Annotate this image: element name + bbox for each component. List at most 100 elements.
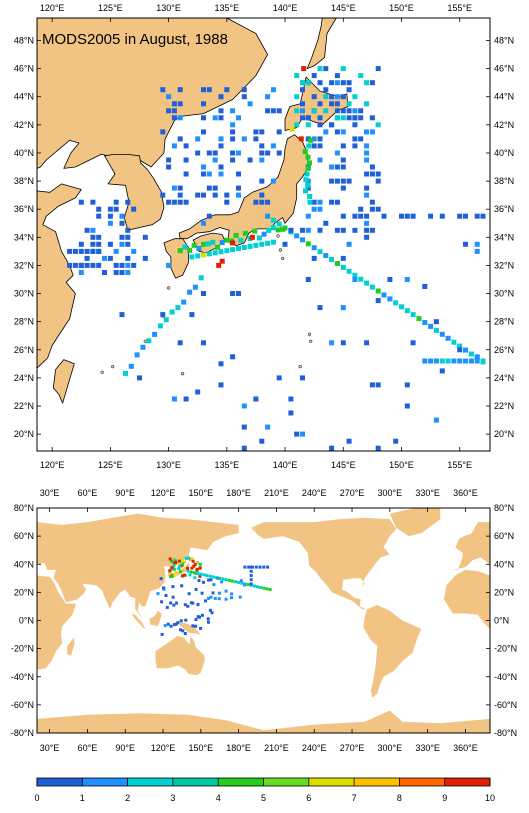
- small-island: [278, 248, 283, 252]
- obs-cell: [224, 237, 230, 243]
- obs-cell: [186, 569, 190, 573]
- landmass-africa-west: [444, 569, 490, 629]
- obs-cell: [317, 143, 323, 149]
- obs-cell: [358, 213, 364, 219]
- obs-cell: [266, 227, 272, 233]
- obs-cell: [159, 577, 163, 581]
- obs-cell: [305, 80, 311, 86]
- obs-cell: [166, 108, 172, 114]
- obs-cell: [177, 199, 183, 205]
- obs-cell: [107, 220, 113, 226]
- obs-cell: [340, 264, 346, 270]
- lon-label: 240°E: [302, 743, 327, 753]
- obs-cell: [191, 242, 197, 248]
- obs-cell: [259, 586, 263, 589]
- obs-cell: [463, 347, 468, 353]
- lon-label: 120°E: [40, 3, 65, 13]
- obs-cell: [218, 136, 224, 142]
- obs-cell: [230, 579, 234, 583]
- obs-cell: [404, 277, 410, 282]
- obs-cell: [249, 578, 253, 582]
- colorbar-segment: [82, 778, 128, 786]
- lat-label: 26°N: [494, 345, 514, 355]
- lon-label: 150°E: [389, 460, 414, 470]
- obs-cell: [183, 560, 186, 564]
- obs-cell: [119, 234, 125, 240]
- obs-cell: [177, 340, 183, 346]
- obs-cell: [307, 199, 313, 205]
- obs-cell: [212, 185, 218, 191]
- obs-cell: [230, 150, 236, 156]
- obs-cell: [468, 351, 474, 357]
- landmass-madagascar: [67, 637, 75, 656]
- obs-cell: [307, 160, 312, 166]
- lon-label: 120°E: [40, 460, 65, 470]
- obs-cell: [198, 562, 202, 566]
- obs-cell: [364, 150, 370, 156]
- obs-cell: [276, 108, 282, 114]
- obs-cell: [404, 382, 410, 388]
- obs-cell: [256, 585, 259, 589]
- obs-cell: [252, 584, 256, 588]
- obs-cell: [172, 603, 176, 607]
- obs-cell: [305, 182, 311, 188]
- obs-cell: [246, 583, 250, 587]
- obs-cell: [375, 66, 381, 72]
- obs-cell: [218, 591, 221, 595]
- obs-cell: [433, 327, 439, 333]
- obs-cell: [78, 241, 84, 247]
- obs-cell: [241, 245, 247, 250]
- obs-cell: [266, 565, 270, 569]
- lat-label: -60°N: [11, 700, 34, 710]
- lat-label: 60°N: [14, 531, 34, 541]
- obs-cell: [206, 171, 212, 177]
- obs-cell: [340, 227, 346, 233]
- obs-cell: [369, 284, 375, 290]
- obs-cell: [247, 101, 253, 107]
- obs-cell: [433, 319, 439, 325]
- obs-cell: [197, 579, 201, 582]
- obs-cell: [253, 199, 259, 205]
- obs-cell: [230, 596, 233, 600]
- obs-cell: [180, 558, 184, 562]
- obs-cell: [174, 622, 178, 626]
- obs-cell: [201, 241, 206, 247]
- obs-cell: [457, 358, 463, 364]
- obs-cell: [323, 87, 329, 93]
- obs-cell: [275, 227, 281, 233]
- obs-cell: [364, 220, 370, 226]
- colorbar: 0 1 2 3 4 5 6 7 8 9 10: [34, 777, 495, 803]
- obs-cell: [317, 122, 323, 128]
- obs-cell: [352, 115, 358, 121]
- obs-cell: [201, 87, 206, 93]
- obs-cell: [78, 262, 84, 268]
- lon-label: 125°E: [98, 460, 123, 470]
- obs-cell: [307, 194, 313, 199]
- obs-cell: [340, 66, 346, 72]
- lat-label: 28°N: [494, 317, 514, 327]
- obs-cell: [146, 338, 152, 344]
- obs-cell: [200, 591, 204, 595]
- obs-cell: [270, 143, 276, 149]
- obs-cell: [358, 108, 364, 114]
- obs-cell: [230, 240, 236, 246]
- obs-cell: [298, 136, 304, 142]
- obs-cell: [301, 66, 307, 72]
- obs-cell: [206, 617, 210, 621]
- obs-cell: [156, 592, 160, 596]
- obs-cell: [358, 276, 364, 282]
- obs-cell: [340, 94, 346, 100]
- obs-cell: [241, 136, 247, 142]
- obs-cell: [176, 621, 180, 625]
- obs-cell: [364, 340, 370, 346]
- obs-cell: [195, 561, 199, 565]
- obs-cell: [303, 188, 308, 194]
- lat-label: 40°N: [14, 148, 34, 158]
- lon-label: 120°E: [151, 743, 176, 753]
- obs-cell: [84, 248, 90, 254]
- lat-label: 60°N: [494, 531, 514, 541]
- obs-cell: [230, 122, 236, 128]
- obs-cell: [265, 108, 271, 114]
- obs-cell: [78, 248, 84, 254]
- obs-cell: [358, 73, 364, 79]
